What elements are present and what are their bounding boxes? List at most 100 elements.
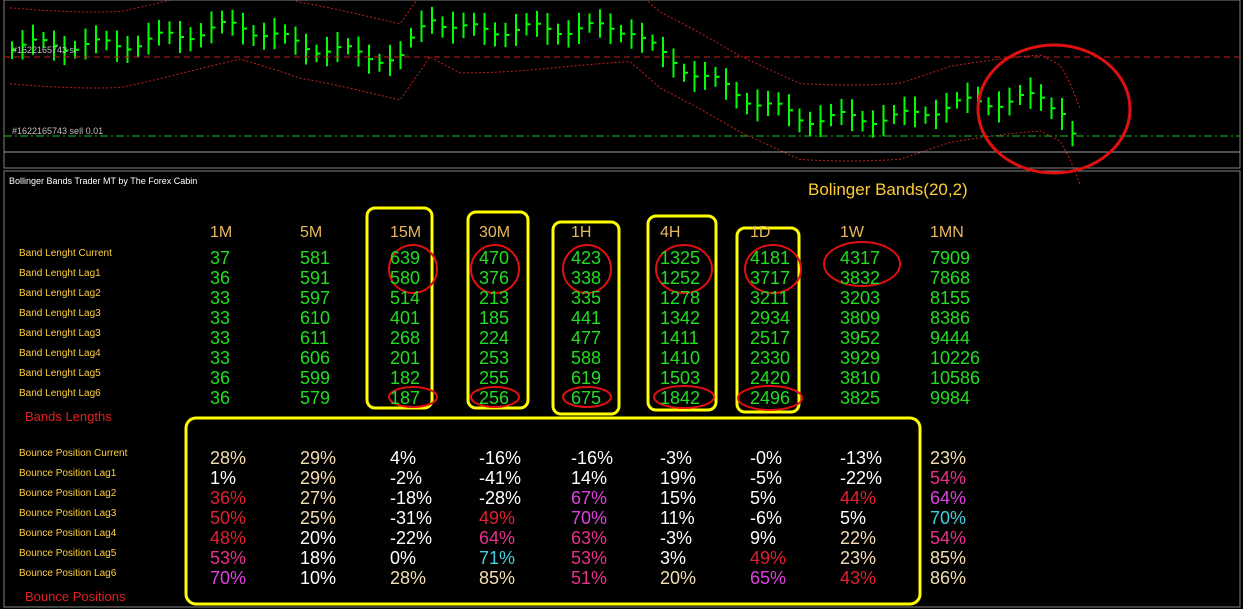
band-value: 3952	[840, 328, 881, 348]
bounce-value: -28%	[479, 488, 522, 508]
band-value: 514	[390, 288, 421, 308]
band-value: 4181	[750, 248, 791, 268]
band-value: 268	[390, 328, 421, 348]
band-value: 8386	[930, 308, 971, 328]
annotation-box	[646, 214, 718, 412]
row-label: Bounce Position Lag2	[19, 488, 117, 499]
band-value: 224	[479, 328, 510, 348]
bounce-value: -6%	[750, 508, 783, 528]
bounce-value: 20%	[660, 568, 697, 588]
price-bar	[21, 30, 27, 60]
price-bar	[462, 12, 468, 39]
band-value: 256	[479, 388, 510, 408]
price-bar	[63, 35, 69, 66]
price-bar	[630, 19, 636, 49]
annotation-circle	[470, 386, 520, 408]
band-value: 2330	[750, 348, 791, 368]
band-value: 1842	[660, 388, 701, 408]
price-bar	[410, 27, 415, 48]
price-bar	[284, 24, 289, 44]
price-bar	[210, 11, 216, 44]
price-bar	[483, 12, 489, 45]
band-value: 2496	[750, 388, 791, 408]
band-value: 581	[300, 248, 331, 268]
row-label: Band Lenght Lag2	[19, 288, 101, 299]
annotation-box	[551, 220, 621, 416]
price-bar	[378, 53, 384, 72]
row-label: Band Lenght Lag1	[19, 268, 101, 279]
band-value: 10226	[930, 348, 981, 368]
band-value: 4317	[840, 248, 881, 268]
price-bar	[368, 44, 373, 74]
bounce-value: 20%	[300, 528, 337, 548]
price-bar	[1019, 85, 1024, 105]
band-value: 2517	[750, 328, 791, 348]
section-label: Bounce Positions	[25, 589, 126, 604]
annotation-circles	[388, 241, 901, 411]
order-label: #1622165743 sell 0.01	[12, 126, 103, 136]
band-value: 7868	[930, 268, 971, 288]
price-bar	[263, 22, 268, 50]
bounce-value: 23%	[930, 448, 967, 468]
price-bar	[473, 12, 478, 36]
price-bar	[945, 92, 951, 123]
band-value: 253	[479, 348, 510, 368]
band-value: 33	[210, 288, 231, 308]
bounce-value: -2%	[390, 468, 423, 488]
price-bar	[893, 104, 898, 125]
price-bar	[357, 36, 363, 67]
row-label: Band Lenght Lag3	[19, 308, 101, 319]
price-bar	[431, 6, 436, 34]
band-value: 591	[300, 268, 331, 288]
price-bar	[515, 13, 520, 46]
bounce-value: 5%	[750, 488, 777, 508]
bounce-value: 49%	[750, 548, 787, 568]
column-header: 4H	[660, 224, 681, 241]
band-value: 36	[210, 268, 231, 288]
band-value: 9984	[930, 388, 971, 408]
bounce-value: 63%	[571, 528, 608, 548]
band-value: 3717	[750, 268, 791, 288]
annotation-circle	[653, 385, 715, 409]
band-value: 338	[571, 268, 602, 288]
band-value: 213	[479, 288, 510, 308]
bounce-value: 4%	[390, 448, 417, 468]
price-bar	[179, 20, 184, 53]
band-value: 606	[300, 348, 331, 368]
band-value: 8155	[930, 288, 971, 308]
band-value: 187	[390, 388, 421, 408]
price-bar	[809, 111, 814, 137]
band-value: 10586	[930, 368, 981, 388]
bounce-value: 3%	[660, 548, 687, 568]
price-bar	[735, 81, 741, 109]
price-bar	[557, 23, 562, 45]
bounce-value: 54%	[930, 468, 967, 488]
bounce-value: 18%	[300, 548, 337, 568]
annotation-box	[466, 210, 530, 410]
indicator-title: Bollinger Bands Trader MT by The Forex C…	[9, 176, 198, 186]
price-bar	[819, 105, 825, 138]
chart-border	[3, 0, 1241, 169]
price-bar	[200, 23, 205, 48]
row-label: Bounce Position Current	[19, 448, 128, 459]
bounce-value: -31%	[390, 508, 433, 528]
price-bar	[567, 20, 573, 48]
column-header: 30M	[479, 224, 511, 241]
price-bar	[137, 35, 142, 57]
band-value: 182	[390, 368, 421, 388]
price-bars	[9, 0, 1081, 185]
band-value: 3929	[840, 348, 881, 368]
section-label: Bands Lengths	[25, 409, 112, 424]
price-bar	[11, 41, 16, 59]
column-header: 1H	[571, 224, 592, 241]
price-bar	[441, 16, 447, 38]
price-bar	[767, 90, 772, 117]
band-value: 401	[390, 308, 421, 328]
price-bar	[504, 22, 510, 48]
price-bar	[242, 12, 247, 45]
band-value: 597	[300, 288, 331, 308]
price-bar	[956, 92, 961, 109]
band-value: 580	[390, 268, 421, 288]
bounce-value: 23%	[840, 548, 877, 568]
